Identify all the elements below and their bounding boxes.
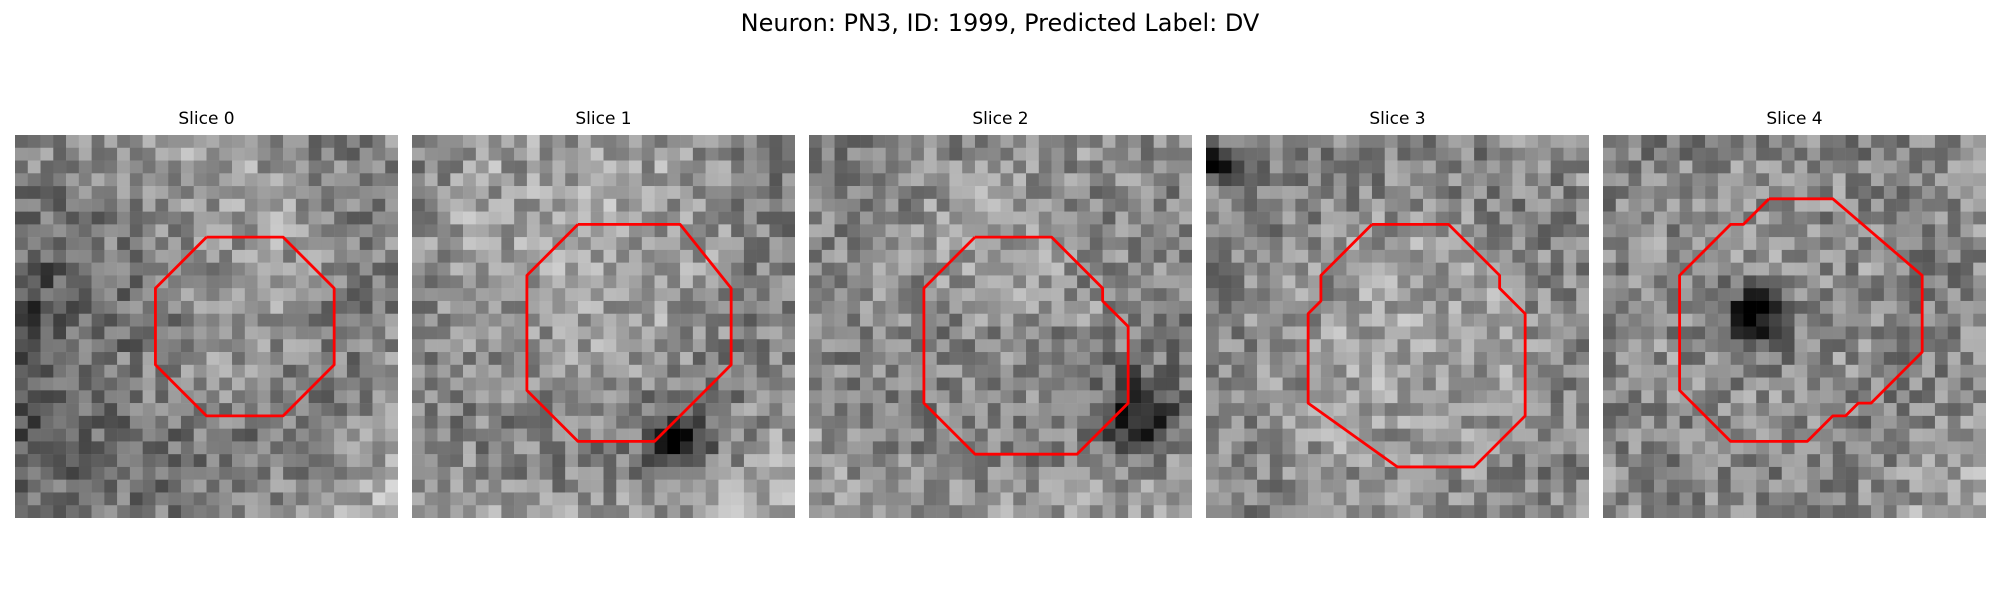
slice-panel-4: Slice 4: [1603, 108, 1986, 518]
figure-title: Neuron: PN3, ID: 1999, Predicted Label: …: [740, 9, 1260, 37]
microscopy-pixels: [1206, 135, 1589, 518]
slice-panel-1: Slice 1: [412, 108, 795, 518]
neuron-outline: [1306, 222, 1527, 469]
microscopy-pixels: [1603, 135, 1986, 518]
neuron-outline: [1678, 197, 1924, 443]
neuron-outline: [154, 235, 336, 418]
slice-title-2: Slice 2: [972, 109, 1029, 129]
microscopy-pixels: [412, 135, 795, 518]
slice-image-3: [1206, 135, 1589, 518]
slice-title-4: Slice 4: [1766, 109, 1823, 129]
slice-title-0: Slice 0: [178, 109, 235, 129]
slice-title-1: Slice 1: [575, 109, 632, 129]
slice-panel-0: Slice 0: [15, 108, 398, 518]
slice-image-1: [412, 135, 795, 518]
slice-title-3: Slice 3: [1369, 109, 1426, 129]
microscopy-pixels: [15, 135, 398, 518]
neuron-outline: [525, 222, 733, 443]
slice-image-4: [1603, 135, 1986, 518]
slice-panel-2: Slice 2: [809, 108, 1192, 518]
neuron-outline: [922, 235, 1130, 456]
slice-image-2: [809, 135, 1192, 518]
slice-image-0: [15, 135, 398, 518]
microscopy-pixels: [809, 135, 1192, 518]
slice-panel-3: Slice 3: [1206, 108, 1589, 518]
